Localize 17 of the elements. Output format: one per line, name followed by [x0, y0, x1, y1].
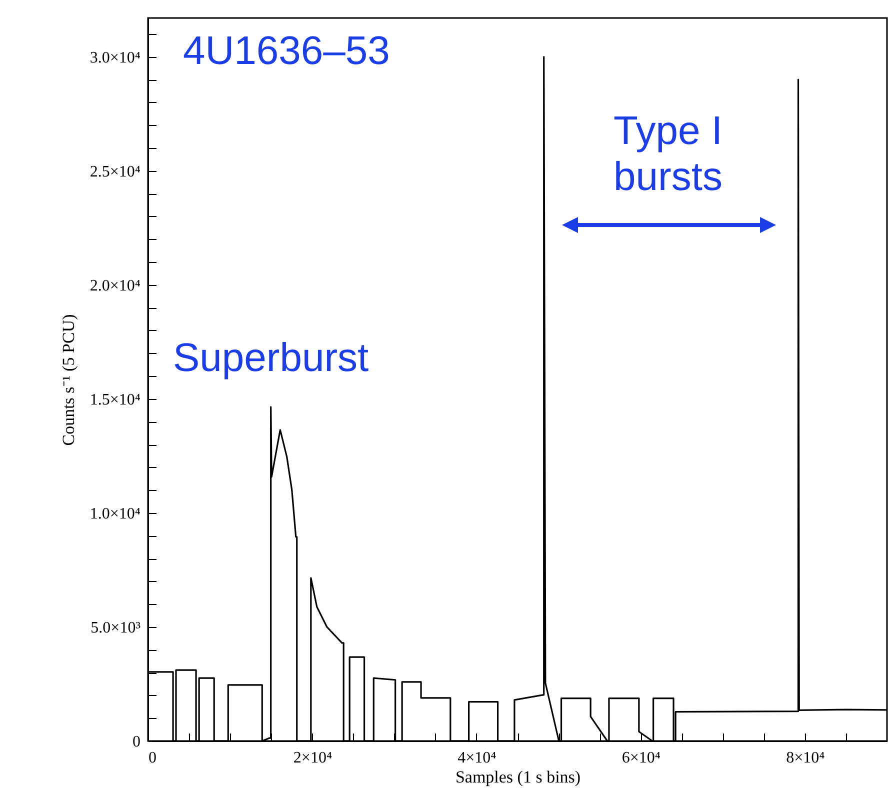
- y-tick-label: 1.5×10⁴: [90, 391, 141, 408]
- y-tick-label: 0: [132, 734, 140, 750]
- x-tick-label: 2×10⁴: [293, 750, 332, 766]
- y-tick-label: 1.0×10⁴: [90, 505, 141, 522]
- x-axis-title: Samples (1 s bins): [455, 768, 581, 786]
- y-tick-label: 2.0×10⁴: [90, 277, 141, 294]
- y-axis-title: Counts s⁻¹ (5 PCU): [58, 314, 78, 446]
- annotation: Superburst: [173, 335, 369, 381]
- x-tick-label: 6×10⁴: [622, 750, 661, 766]
- annotation: Type I bursts: [612, 108, 724, 200]
- x-tick-label: 4×10⁴: [458, 750, 497, 766]
- y-tick-label: 3.0×10⁴: [90, 49, 141, 66]
- annotation: 4U1636–53: [183, 28, 390, 74]
- x-tick-label: 0: [148, 750, 156, 766]
- y-tick-label: 5.0×10³: [90, 619, 141, 636]
- y-tick-label: 2.5×10⁴: [90, 163, 141, 180]
- x-tick-label: 8×10⁴: [786, 750, 826, 766]
